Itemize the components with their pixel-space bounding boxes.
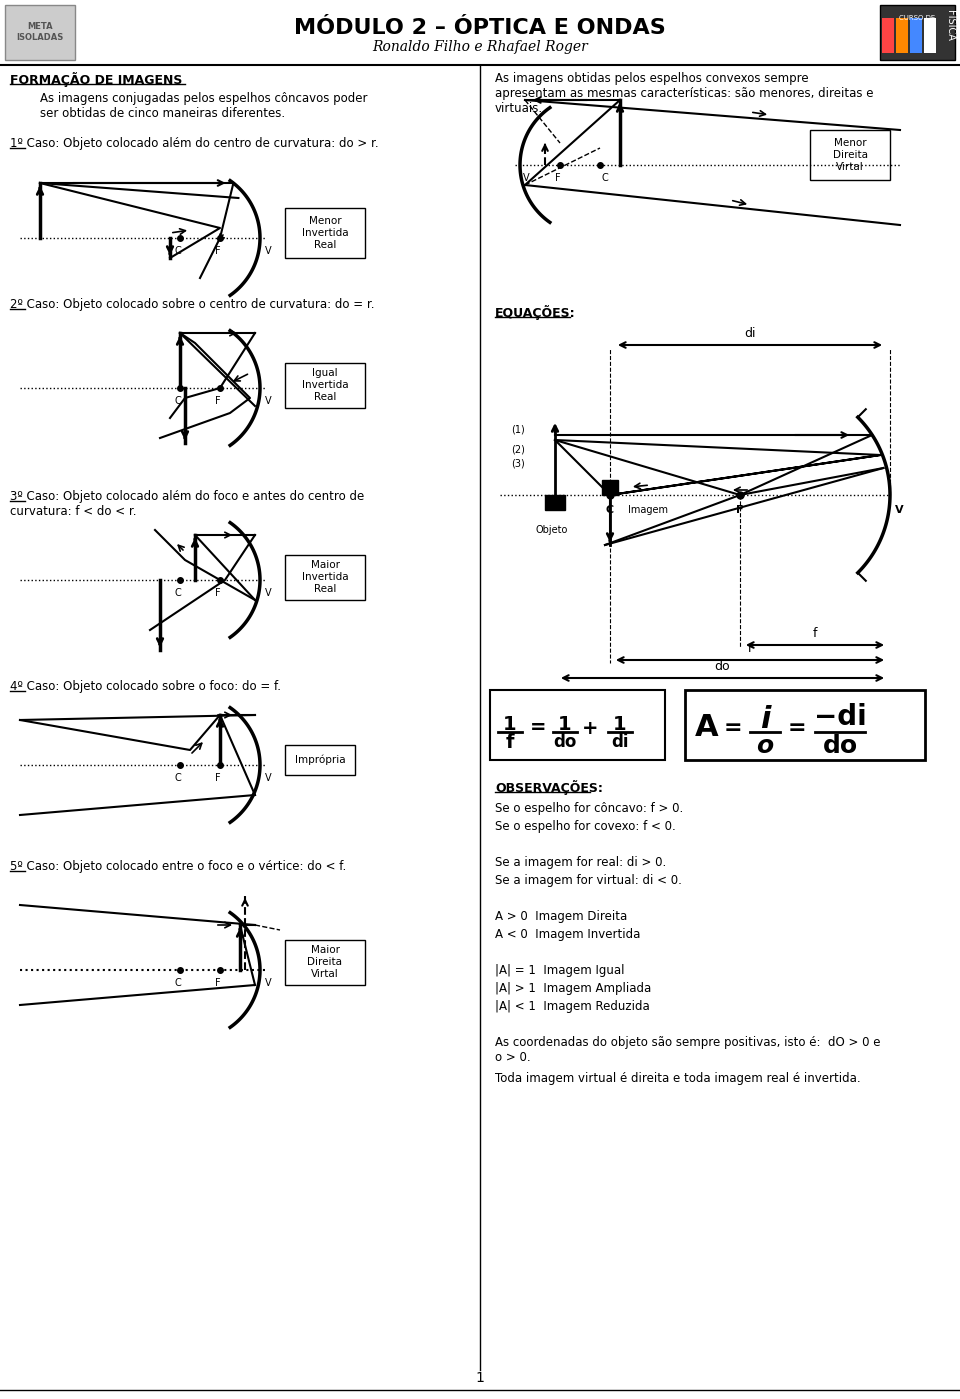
Text: o: o [756, 734, 774, 758]
Text: Menor
Direita
Virtal: Menor Direita Virtal [832, 139, 868, 172]
Text: A > 0  Imagem Direita: A > 0 Imagem Direita [495, 909, 627, 923]
Text: 1: 1 [475, 1371, 485, 1385]
Bar [882, 18, 894, 53]
Text: As coordenadas do objeto são sempre positivas, isto é:  dO > 0 e
o > 0.: As coordenadas do objeto são sempre posi… [495, 1037, 880, 1065]
Text: di: di [744, 327, 756, 340]
Text: Igual
Invertida
Real: Igual Invertida Real [301, 368, 348, 402]
Text: |A| > 1  Imagem Ampliada: |A| > 1 Imagem Ampliada [495, 982, 651, 995]
Text: 1º Caso: Objeto colocado além do centro de curvatura: do > r.: 1º Caso: Objeto colocado além do centro … [10, 137, 378, 150]
Bar [910, 18, 922, 53]
Text: r: r [748, 642, 753, 655]
Text: Maior
Direita
Virtal: Maior Direita Virtal [307, 946, 343, 978]
Bar [896, 18, 908, 53]
Bar [285, 362, 365, 409]
Text: F: F [215, 588, 221, 597]
Text: f: f [506, 733, 515, 751]
Text: Se o espelho for côncavo: f > 0.: Se o espelho for côncavo: f > 0. [495, 802, 684, 816]
Text: V: V [523, 173, 530, 183]
Text: 5º Caso: Objeto colocado entre o foco e o vértice: do < f.: 5º Caso: Objeto colocado entre o foco e … [10, 860, 347, 873]
Text: =: = [530, 719, 546, 737]
Text: F: F [215, 774, 221, 783]
Text: C: C [606, 505, 614, 515]
Bar [285, 940, 365, 985]
Bar [602, 480, 618, 495]
Text: V: V [265, 246, 272, 256]
Bar [545, 495, 565, 511]
Text: |A| < 1  Imagem Reduzida: |A| < 1 Imagem Reduzida [495, 1000, 650, 1013]
Text: (3): (3) [512, 457, 525, 469]
Text: do: do [823, 734, 857, 758]
Text: Se o espelho for covexo: f < 0.: Se o espelho for covexo: f < 0. [495, 820, 676, 832]
Bar [490, 690, 665, 760]
Text: −di: −di [814, 704, 866, 732]
Text: A < 0  Imagem Invertida: A < 0 Imagem Invertida [495, 928, 640, 942]
Bar [285, 208, 365, 257]
Text: C: C [175, 396, 181, 406]
Text: V: V [265, 396, 272, 406]
Text: f: f [813, 627, 817, 639]
Bar [285, 746, 355, 775]
Text: Imprópria: Imprópria [295, 754, 346, 765]
Text: do: do [553, 733, 577, 751]
Text: META
ISOLADAS: META ISOLADAS [16, 22, 63, 42]
Text: 4º Caso: Objeto colocado sobre o foco: do = f.: 4º Caso: Objeto colocado sobre o foco: d… [10, 680, 281, 693]
Text: F: F [215, 396, 221, 406]
Text: CURSO DE: CURSO DE [899, 15, 935, 21]
Text: +: + [582, 719, 598, 737]
Text: 2º Caso: Objeto colocado sobre o centro de curvatura: do = r.: 2º Caso: Objeto colocado sobre o centro … [10, 298, 374, 311]
Bar [285, 555, 365, 600]
Text: As imagens obtidas pelos espelhos convexos sempre
apresentam as mesmas caracterí: As imagens obtidas pelos espelhos convex… [495, 71, 874, 115]
Text: OBSERVAÇÕES:: OBSERVAÇÕES: [495, 781, 603, 795]
Bar [685, 690, 925, 760]
Text: C: C [602, 173, 609, 183]
Text: MÓDULO 2 – ÓPTICA E ONDAS: MÓDULO 2 – ÓPTICA E ONDAS [294, 18, 666, 38]
Text: As imagens conjugadas pelos espelhos côncavos poder
ser obtidas de cinco maneira: As imagens conjugadas pelos espelhos côn… [40, 92, 368, 120]
Text: =: = [788, 718, 806, 739]
Bar [5, 6, 75, 60]
Text: Objeto: Objeto [536, 525, 568, 534]
Text: 1: 1 [613, 715, 627, 734]
Text: 1: 1 [558, 715, 572, 734]
Text: F: F [215, 246, 221, 256]
Text: FORMAÇÃO DE IMAGENS: FORMAÇÃO DE IMAGENS [10, 71, 182, 87]
Text: V: V [265, 588, 272, 597]
Text: F: F [736, 505, 744, 515]
Bar [880, 6, 955, 60]
Text: i: i [759, 705, 770, 734]
Text: FÍSICA: FÍSICA [945, 10, 955, 41]
Text: =: = [724, 718, 742, 739]
Bar [810, 130, 890, 180]
Text: 1: 1 [503, 715, 516, 734]
Text: V: V [265, 978, 272, 988]
Text: do: do [714, 660, 730, 673]
Text: Maior
Invertida
Real: Maior Invertida Real [301, 561, 348, 593]
Text: (2): (2) [511, 445, 525, 455]
Text: V: V [265, 774, 272, 783]
Text: C: C [175, 246, 181, 256]
Text: EQUAÇÕES:: EQUAÇÕES: [495, 305, 576, 320]
Text: Se a imagem for real: di > 0.: Se a imagem for real: di > 0. [495, 856, 666, 869]
Bar [924, 18, 936, 53]
Text: (1): (1) [512, 425, 525, 435]
Text: C: C [175, 774, 181, 783]
Text: Ronaldo Filho e Rhafael Roger: Ronaldo Filho e Rhafael Roger [372, 41, 588, 55]
Text: 3º Caso: Objeto colocado além do foco e antes do centro de
curvatura: f < do < r: 3º Caso: Objeto colocado além do foco e … [10, 490, 364, 518]
Text: di: di [612, 733, 629, 751]
Text: Menor
Invertida
Real: Menor Invertida Real [301, 217, 348, 249]
Text: V: V [895, 505, 903, 515]
Text: Toda imagem virtual é direita e toda imagem real é invertida.: Toda imagem virtual é direita e toda ima… [495, 1072, 860, 1086]
Text: C: C [175, 588, 181, 597]
Text: F: F [555, 173, 561, 183]
Text: F: F [215, 978, 221, 988]
Text: A: A [695, 713, 719, 743]
Text: C: C [175, 978, 181, 988]
Text: Se a imagem for virtual: di < 0.: Se a imagem for virtual: di < 0. [495, 874, 682, 887]
Text: Imagem: Imagem [628, 505, 668, 515]
Text: |A| = 1  Imagem Igual: |A| = 1 Imagem Igual [495, 964, 625, 977]
